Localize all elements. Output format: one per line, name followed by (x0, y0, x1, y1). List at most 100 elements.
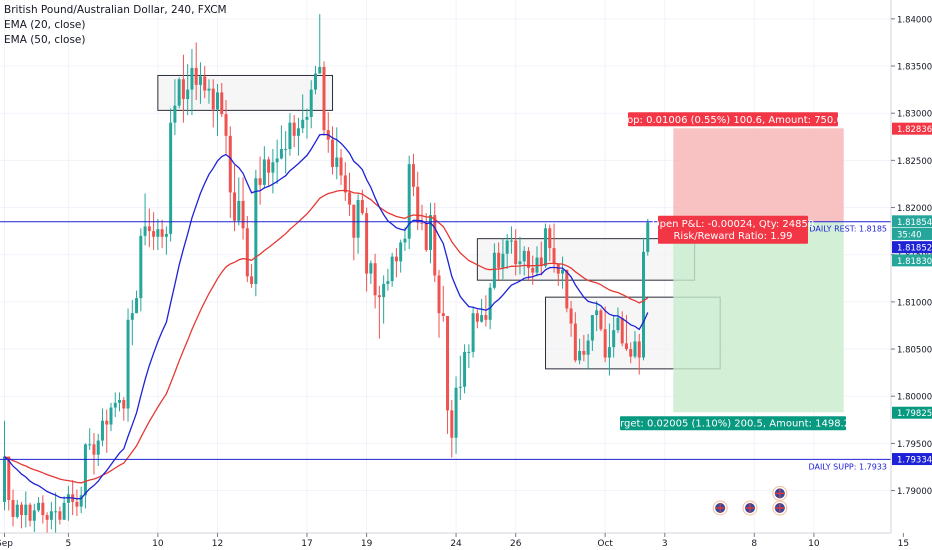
candle-body (603, 329, 607, 358)
target-label-bg (620, 416, 846, 431)
price-badge-label: 35:40 (897, 230, 922, 240)
price-tick-label: 1.79000 (897, 487, 932, 497)
short-position-tool[interactable] (673, 128, 844, 413)
candle-body (335, 157, 339, 167)
candle-body (399, 242, 403, 262)
candle-body (642, 251, 645, 358)
candle-body (7, 456, 11, 500)
candle-body (100, 420, 104, 441)
candle-body (518, 261, 522, 265)
candle-body (377, 295, 381, 298)
candle-body (492, 252, 496, 288)
candle-body (109, 407, 113, 425)
candle-body (386, 281, 390, 284)
candle-body (616, 317, 620, 331)
time-axis[interactable]: Sep 5 10 12 17 19 24 26 Oct 3 8 10 15 (0, 532, 932, 550)
candle-body (88, 444, 92, 446)
candle-body (526, 250, 530, 268)
candle-body (130, 313, 134, 320)
stop-label: Stop: 0.01006 (0.55%) 100.6, Amount: 750… (617, 115, 849, 126)
candle-body (11, 499, 15, 517)
candle-body (390, 256, 394, 282)
candle-body (343, 175, 347, 193)
price-tick-label: 1.82000 (897, 204, 932, 214)
candle-body (220, 92, 224, 115)
candle-body (497, 252, 501, 268)
candle-body (356, 199, 360, 238)
candle-body (79, 495, 83, 507)
candle-body (45, 515, 49, 520)
candle-body (228, 135, 232, 193)
time-tick-label: 10 (808, 539, 820, 549)
candle-body (135, 298, 139, 314)
candle-body (37, 502, 41, 511)
candle-body (49, 511, 53, 520)
candle-body (245, 228, 249, 277)
price-badge-label: 1.81854 (897, 218, 932, 228)
candle-body (75, 501, 79, 507)
symbol-title[interactable]: British Pound/Australian Dollar, 240, FX… (4, 4, 227, 16)
candle-body (186, 89, 190, 100)
price-badge-label: 1.81852 (897, 244, 932, 254)
candle-body (152, 231, 156, 237)
candle-body (339, 157, 343, 176)
price-badge (892, 122, 932, 135)
candle-body (463, 351, 467, 387)
candle-body (599, 310, 603, 330)
candle-body (126, 319, 130, 409)
price-tick-label: 1.83500 (897, 63, 932, 73)
price-badge (892, 254, 932, 267)
candle-body (241, 200, 245, 229)
target-label: Target: 0.02005 (1.10%) 200.5, Amount: 1… (609, 419, 857, 430)
candle-body (411, 164, 415, 187)
candle-body (595, 310, 599, 316)
time-tick-label: 12 (212, 539, 223, 549)
candle-body (509, 240, 513, 242)
candle-body (612, 330, 616, 348)
pnl-label-bg (658, 215, 808, 244)
candle-body (66, 494, 70, 503)
ema20-legend[interactable]: EMA (20, close) (4, 19, 86, 31)
candle-body (250, 276, 254, 284)
candle-body (454, 387, 458, 438)
candle-body (279, 149, 283, 159)
candle-body (32, 510, 36, 521)
candle-body (514, 240, 518, 265)
chart-grid (0, 0, 904, 533)
price-badge (892, 406, 932, 419)
rectangle-box-2 (476, 238, 696, 281)
candle-body (322, 66, 326, 131)
price-tick-label: 1.80500 (897, 346, 932, 356)
candle-body (105, 420, 109, 425)
candle-body (407, 164, 411, 239)
candle-body (637, 341, 641, 358)
candle-body (207, 88, 211, 91)
candle-body (331, 139, 335, 167)
candle-body (450, 410, 454, 438)
candle-body (233, 192, 237, 221)
time-tick-label: 3 (662, 539, 668, 549)
ema50-legend[interactable]: EMA (50, close) (4, 34, 86, 46)
candle-body (313, 73, 317, 90)
price-tick-label: 1.83000 (897, 110, 932, 120)
candle-body (271, 162, 275, 173)
price-axis[interactable]: 1.840001.835001.830001.825001.820001.815… (890, 0, 932, 533)
candle-body (173, 105, 177, 123)
candle-body (441, 313, 445, 317)
candle-body (539, 257, 543, 267)
candle-body (113, 402, 117, 408)
candle-body (15, 504, 19, 517)
candle-body (224, 114, 228, 136)
candle-body (365, 213, 369, 274)
candle-body (420, 222, 424, 224)
candle-body (620, 317, 624, 344)
economic-events[interactable] (712, 485, 788, 516)
candle-body (169, 122, 173, 234)
candle-body (369, 263, 373, 274)
candle-body (258, 178, 262, 185)
candle-body (301, 119, 305, 129)
candle-body (590, 315, 594, 341)
candle-body (275, 158, 279, 163)
candle-body (181, 79, 185, 100)
